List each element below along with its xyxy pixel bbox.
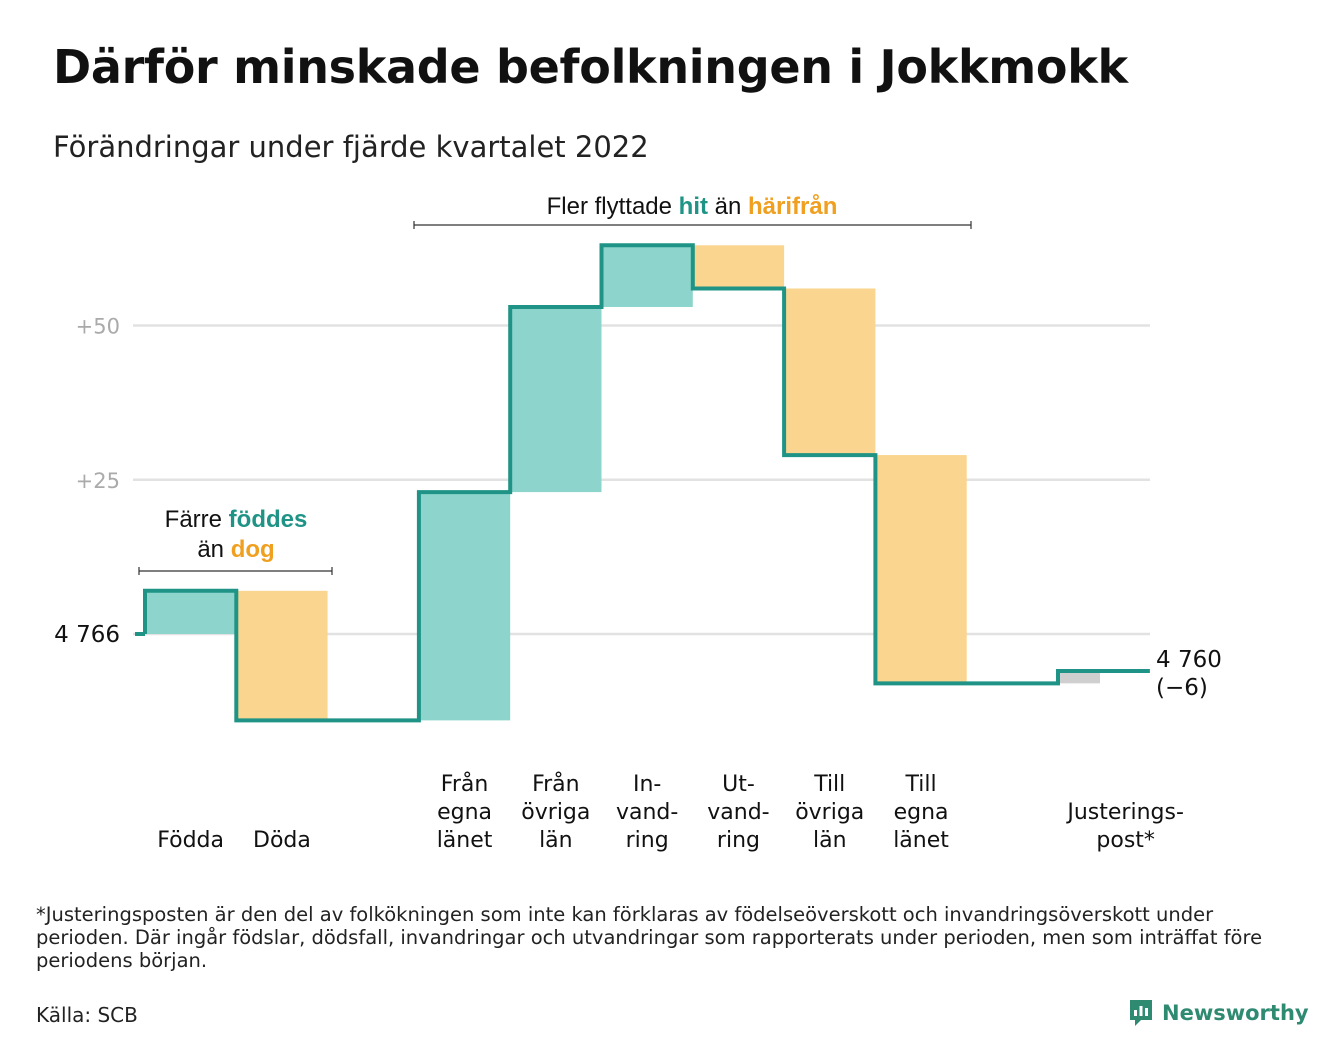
- category-label: län: [539, 828, 573, 853]
- waterfall-chart: +25 +50 4 766 4 760(−6) Födda Döda Från egna län…: [54, 193, 1222, 853]
- waterfall-bar: [418, 492, 511, 721]
- annotation-left-line1: Färre föddes: [165, 506, 308, 533]
- waterfall-bar: [601, 245, 693, 307]
- annotation-left-line2: än dog: [197, 536, 274, 563]
- category-label: vand-: [616, 800, 678, 825]
- category-label: post*: [1096, 828, 1155, 853]
- end-value-label: 4 760: [1156, 647, 1222, 673]
- category-label: vand-: [707, 800, 769, 825]
- category-label: Från: [532, 771, 580, 797]
- source-label: Källa: SCB: [36, 1003, 138, 1027]
- waterfall-bar: [1060, 671, 1100, 684]
- category-label: Justerings-: [1065, 800, 1184, 825]
- annotation-highlight-teal: hit: [679, 193, 708, 220]
- brand-logo: Newsworthy: [1128, 998, 1309, 1028]
- y-tick-label: +25: [76, 469, 120, 493]
- end-change-label: (−6): [1156, 675, 1208, 701]
- start-value-label: 4 766: [54, 622, 120, 648]
- waterfall-bar: [784, 288, 876, 456]
- annotation-highlight-orange: härifrån: [748, 193, 837, 220]
- category-label: Ut-: [722, 772, 755, 797]
- category-label: ring: [626, 828, 669, 853]
- step-line: [143, 243, 1150, 723]
- waterfall-bar: [692, 245, 785, 289]
- brand-name: Newsworthy: [1162, 1001, 1309, 1025]
- category-label: övriga: [795, 800, 864, 825]
- category-label: Födda: [157, 828, 224, 853]
- annotation-text: än: [197, 536, 230, 563]
- category-label: län: [813, 828, 847, 853]
- category-label: ring: [717, 828, 760, 853]
- waterfall-bar: [236, 590, 328, 721]
- waterfall-bar: [875, 455, 967, 684]
- annotation-highlight-teal: föddes: [229, 506, 308, 533]
- category-label: Från: [441, 771, 489, 797]
- y-tick-label: +50: [76, 315, 120, 339]
- category-label: egna: [894, 800, 949, 825]
- footnote: *Justeringsposten är den del av folkökni…: [36, 903, 1263, 972]
- category-label: Till: [813, 772, 845, 797]
- annotation-top: Fler flyttade hit än härifrån: [547, 193, 838, 220]
- chart-subtitle: Förändringar under fjärde kvartalet 2022: [53, 130, 649, 164]
- category-label: länet: [437, 828, 493, 853]
- annotation-text: Färre: [165, 506, 229, 533]
- waterfall-bar: [510, 306, 602, 493]
- waterfall-bar: [145, 590, 237, 634]
- category-label: övriga: [521, 800, 590, 825]
- category-label: egna: [437, 800, 492, 825]
- annotation-text: Fler flyttade: [547, 193, 679, 220]
- category-label: Döda: [253, 828, 311, 853]
- annotation-highlight-orange: dog: [231, 536, 275, 563]
- chart-title: Därför minskade befolkningen i Jokkmokk: [53, 40, 1128, 94]
- category-label: Till: [904, 772, 936, 797]
- newsworthy-logo-icon: [1130, 1000, 1152, 1026]
- annotation-text: än: [708, 193, 748, 220]
- category-label: In-: [633, 772, 661, 797]
- category-label: länet: [893, 828, 949, 853]
